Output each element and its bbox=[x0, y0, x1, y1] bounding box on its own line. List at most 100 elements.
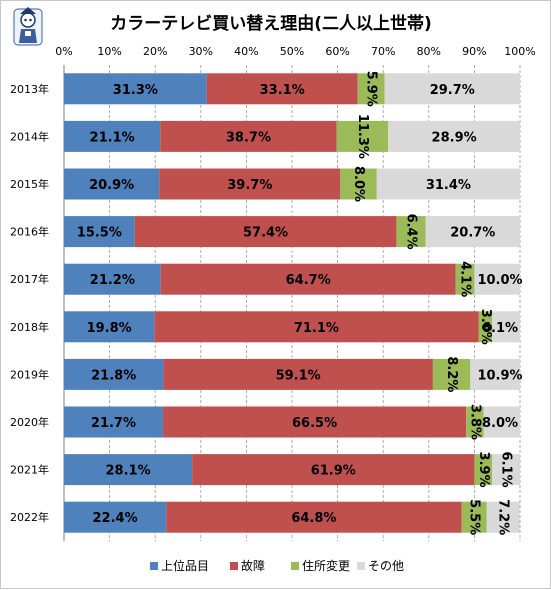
bar-segment bbox=[388, 120, 520, 152]
bar-segment bbox=[64, 168, 160, 200]
bar-segment bbox=[384, 73, 520, 105]
data-label: 6.1% bbox=[499, 452, 514, 488]
data-label: 11.3% bbox=[355, 114, 370, 159]
bar-segment bbox=[64, 120, 161, 152]
bar-segment bbox=[357, 73, 385, 105]
data-label: 29.7% bbox=[430, 83, 475, 98]
y-axis-categories: 2013年 2014年 2015年 2016年 2017年 2018年 2019年 2020年… bbox=[10, 82, 49, 524]
x-tick-label: 70% bbox=[371, 45, 395, 58]
data-label: 21.1% bbox=[90, 130, 135, 145]
bar-segment bbox=[134, 216, 397, 248]
bar-segment bbox=[163, 358, 433, 390]
x-tick-label: 10% bbox=[97, 45, 121, 58]
bar-segment bbox=[432, 358, 471, 390]
data-label: 21.7% bbox=[91, 416, 136, 431]
data-label: 64.8% bbox=[291, 511, 336, 526]
legend-label: 上位品目 bbox=[161, 558, 209, 573]
legend-label: 住所変更 bbox=[302, 558, 350, 573]
x-tick-label: 20% bbox=[143, 45, 167, 58]
category-label: 2015年 bbox=[10, 177, 49, 191]
category-label: 2014年 bbox=[10, 129, 49, 143]
data-label: 3.9% bbox=[476, 452, 491, 488]
data-label: 4.1% bbox=[458, 261, 473, 297]
bar-segment bbox=[425, 216, 520, 248]
bar-segment bbox=[396, 216, 426, 248]
data-label: 31.4% bbox=[426, 178, 471, 193]
data-label: 21.2% bbox=[90, 273, 135, 288]
bar-segment bbox=[470, 358, 520, 390]
legend-swatch bbox=[230, 562, 238, 570]
bar-segment bbox=[492, 311, 520, 343]
data-label: 6.1% bbox=[482, 321, 518, 336]
data-label: 10.9% bbox=[477, 368, 522, 383]
data-label: 15.5% bbox=[77, 226, 122, 241]
bar-segment bbox=[455, 263, 475, 295]
bar-segment bbox=[483, 406, 520, 438]
x-tick-label: 40% bbox=[234, 45, 258, 58]
mascot-logo-icon bbox=[13, 7, 43, 46]
data-label: 39.7% bbox=[227, 178, 272, 193]
bar-segment bbox=[166, 501, 462, 533]
data-label: 5.9% bbox=[364, 71, 379, 107]
bar-segment bbox=[492, 454, 520, 486]
category-label: 2021年 bbox=[10, 463, 49, 477]
data-label: 3.8% bbox=[467, 404, 482, 440]
data-label: 64.7% bbox=[286, 273, 331, 288]
data-label: 57.4% bbox=[243, 226, 288, 241]
bar-segment bbox=[192, 454, 475, 486]
data-label: 28.1% bbox=[106, 464, 151, 479]
data-label: 38.7% bbox=[226, 130, 271, 145]
category-label: 2018年 bbox=[10, 320, 49, 334]
bar-segment bbox=[340, 168, 377, 200]
data-label: 21.8% bbox=[91, 368, 136, 383]
data-label: 5.5% bbox=[467, 499, 482, 535]
bar-segment bbox=[461, 501, 487, 533]
bar-segment bbox=[474, 454, 493, 486]
x-tick-label: 80% bbox=[417, 45, 441, 58]
bar-segment bbox=[64, 406, 163, 438]
x-tick-label: 60% bbox=[325, 45, 349, 58]
data-label: 31.3% bbox=[113, 83, 158, 98]
data-label: 8.0% bbox=[351, 166, 366, 202]
data-label: 66.5% bbox=[292, 416, 337, 431]
bar-segment bbox=[474, 263, 520, 295]
data-label: 10.0% bbox=[477, 273, 522, 288]
legend-swatch bbox=[291, 562, 299, 570]
data-label: 20.7% bbox=[450, 226, 495, 241]
bar-segment bbox=[64, 501, 167, 533]
data-label: 28.9% bbox=[432, 130, 477, 145]
data-label: 3.0% bbox=[478, 309, 493, 345]
legend: 上位品目 故障 住所変更 その他 bbox=[150, 558, 404, 573]
data-label: 8.2% bbox=[444, 356, 459, 392]
bar-segment bbox=[466, 406, 484, 438]
bar-segment bbox=[64, 454, 193, 486]
bar-segment bbox=[206, 73, 358, 105]
bar-segment bbox=[336, 120, 389, 152]
category-label: 2013年 bbox=[10, 82, 49, 96]
legend-label: その他 bbox=[368, 559, 404, 573]
bar-segment bbox=[160, 120, 337, 152]
bars: 31.3% 33.1% 5.9% 29.7% 21.1% 38.7% 11.3% 28.9% 2… bbox=[64, 71, 523, 535]
bar-segment bbox=[478, 311, 493, 343]
bar-segment bbox=[159, 168, 341, 200]
data-label: 8.0% bbox=[482, 416, 518, 431]
data-label: 61.9% bbox=[311, 464, 356, 479]
bar-segment bbox=[64, 311, 155, 343]
data-label: 33.1% bbox=[260, 83, 305, 98]
bar-segment bbox=[64, 263, 161, 295]
x-tick-label: 90% bbox=[462, 45, 486, 58]
data-label: 22.4% bbox=[93, 511, 138, 526]
data-label: 19.8% bbox=[87, 321, 132, 336]
bar-segment bbox=[486, 501, 520, 533]
bar-segment bbox=[64, 358, 164, 390]
bar-segment bbox=[154, 311, 479, 343]
bar-segment bbox=[64, 73, 207, 105]
data-label: 59.1% bbox=[276, 368, 321, 383]
category-label: 2019年 bbox=[10, 367, 49, 381]
x-tick-label: 50% bbox=[280, 45, 304, 58]
data-label: 6.4% bbox=[404, 214, 419, 250]
legend-label: 故障 bbox=[241, 558, 265, 573]
x-tick-label: 30% bbox=[189, 45, 213, 58]
